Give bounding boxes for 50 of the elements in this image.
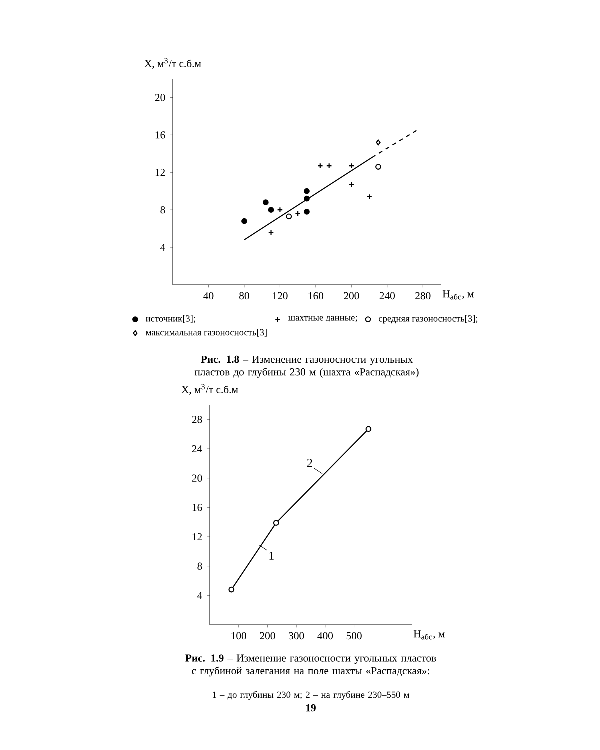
y-tick-label: 8 bbox=[160, 206, 166, 214]
annotation: 2 bbox=[307, 459, 312, 467]
y-tick-label: 28 bbox=[192, 416, 202, 424]
point bbox=[262, 200, 269, 206]
x-tick-label: 200 bbox=[260, 632, 276, 640]
x-axis-title: H$_{абс}$, м bbox=[442, 290, 474, 300]
point bbox=[286, 214, 292, 220]
point bbox=[268, 207, 274, 214]
x-tick-label: 400 bbox=[318, 632, 334, 640]
legend-label: максимальная газоносность[3] bbox=[146, 329, 267, 337]
text: 1 – до глубины 230 м; 2 – на глубине 230–550 м bbox=[213, 691, 410, 700]
y-tick-label: 24 bbox=[192, 445, 202, 453]
y-axis-title: X, м$^{3}$/т с.б.м bbox=[144, 58, 202, 69]
point bbox=[242, 218, 248, 224]
y-tick-label: 12 bbox=[192, 533, 202, 541]
x-tick-label: 280 bbox=[416, 292, 431, 300]
text: Рис. 1.9 – Изменение газоносности угольных пластов с глубиной залегания на поле шахты «Распадская»: bbox=[186, 654, 436, 677]
y-tick-label: 4 bbox=[160, 244, 166, 252]
point bbox=[376, 140, 381, 146]
point bbox=[376, 164, 382, 170]
x-tick-label: 300 bbox=[289, 632, 304, 640]
y-tick-label: 12 bbox=[156, 169, 166, 176]
y-tick-label: 16 bbox=[192, 504, 202, 512]
legend-label: источник[3]; bbox=[146, 315, 196, 324]
y-tick-label: 4 bbox=[198, 592, 202, 600]
point bbox=[304, 188, 310, 194]
y-tick-label: 20 bbox=[155, 94, 166, 102]
point bbox=[268, 230, 274, 236]
x-tick-label: 200 bbox=[344, 292, 360, 300]
x-tick-label: 100 bbox=[232, 632, 246, 640]
x-tick-label: 40 bbox=[204, 292, 214, 300]
point bbox=[348, 182, 355, 188]
point bbox=[304, 209, 310, 215]
x-tick-label: 80 bbox=[240, 292, 250, 300]
x-tick-label: 240 bbox=[380, 292, 396, 300]
y-tick-label: 8 bbox=[198, 562, 202, 570]
x-tick-label: 160 bbox=[308, 292, 324, 300]
x-axis-title: H$_{абс}$, м bbox=[414, 630, 445, 640]
x-tick-label: 120 bbox=[273, 292, 288, 300]
point bbox=[304, 196, 310, 202]
annotation: 1 bbox=[270, 552, 274, 560]
legend-label: средняя газоносность[3]; bbox=[379, 315, 478, 324]
y-tick-label: 16 bbox=[156, 132, 166, 139]
x-tick-label: 500 bbox=[346, 632, 362, 640]
text: Рис. 1.8 – Изменение газоносности угольных пластов до глубины 230 м (шахта «Распадская») bbox=[194, 356, 419, 378]
legend-label: шахтные данные; bbox=[288, 316, 358, 323]
text: 19 bbox=[306, 704, 316, 712]
point bbox=[366, 194, 372, 200]
y-tick-label: 20 bbox=[192, 474, 202, 482]
y-axis-title: X, м$^{3}$/т с.б.м bbox=[182, 384, 238, 395]
